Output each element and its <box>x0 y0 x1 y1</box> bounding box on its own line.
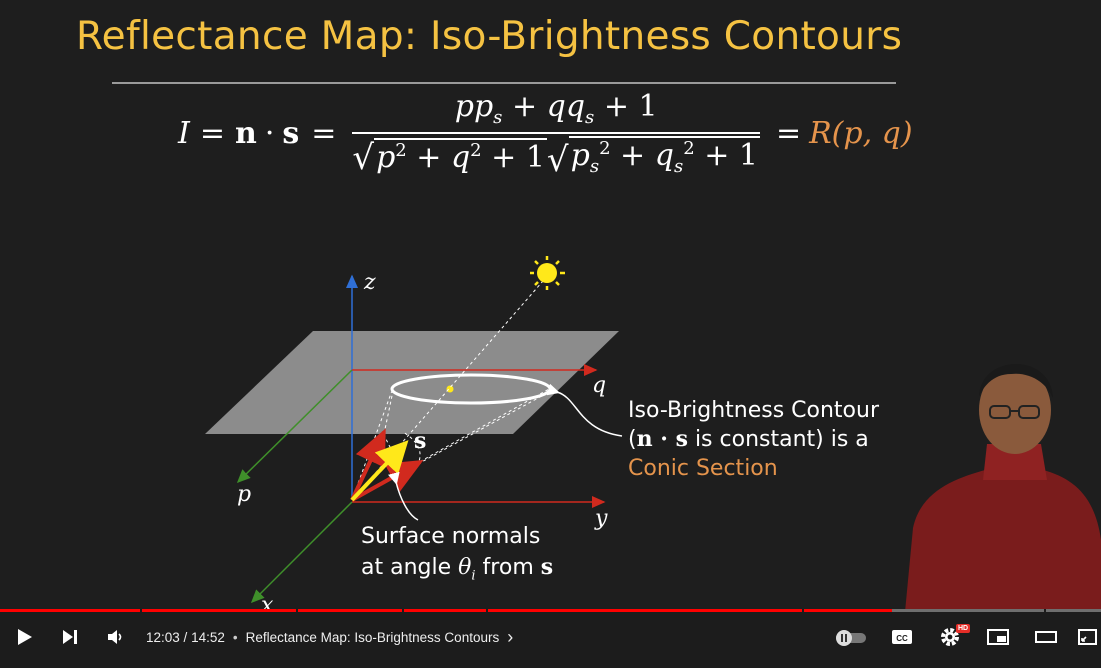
normals-callout-arrow <box>387 471 419 521</box>
theater-icon <box>1035 631 1057 643</box>
normals-label-line2: at angle θi from s <box>361 554 554 584</box>
time-current: 12:03 <box>146 629 180 645</box>
formula-rhs: R(p, q) <box>809 115 913 151</box>
theater-mode-button[interactable] <box>1028 612 1064 662</box>
settings-button[interactable] <box>932 612 968 662</box>
autoplay-toggle[interactable] <box>830 612 870 662</box>
next-button[interactable] <box>52 612 88 662</box>
time-display: 12:03 / 14:52 • Reflectance Map: Iso-Bri… <box>146 612 513 662</box>
progress-played <box>0 609 892 612</box>
chapter-marker <box>402 609 404 612</box>
reflectance-formula: I = n · s = pps + qqs + 1 √ p2 + q2 + 1 √… <box>178 88 913 178</box>
iso-callout-arrow <box>546 383 623 437</box>
volume-button[interactable] <box>98 612 134 662</box>
chapter-marker <box>1044 609 1046 612</box>
chapter-marker <box>296 609 298 612</box>
chevron-right-icon[interactable]: › <box>507 626 514 647</box>
video-frame[interactable]: Reflectance Map: Iso-Brightness Contours… <box>0 0 1101 612</box>
svg-text:CC: CC <box>896 634 908 643</box>
x-axis <box>250 501 353 604</box>
formula-eq-1: = <box>199 115 225 151</box>
play-button[interactable] <box>6 612 42 662</box>
axis-label-x: x <box>261 593 274 612</box>
formula-fraction: pps + qqs + 1 √ p2 + q2 + 1 √ ps2 + qs2 + … <box>352 89 760 177</box>
axis-label-q: q <box>592 373 607 398</box>
formula-s: s <box>282 115 300 151</box>
chapter-marker <box>802 609 804 612</box>
presenter-video <box>905 364 1101 612</box>
formula-eq-2: = <box>311 115 337 151</box>
surface-normals-label: Surface normals at angle θi from s <box>361 522 553 591</box>
formula-numerator: pps + qqs + 1 <box>454 89 658 128</box>
axis-label-p: p <box>237 482 252 507</box>
iso-label-line2: (n · s is constant) is a <box>628 426 869 452</box>
fraction-bar <box>352 132 760 134</box>
captions-button[interactable]: CC <box>884 612 920 662</box>
autoplay-toggle-icon <box>836 630 866 646</box>
title-divider <box>112 82 896 84</box>
volume-icon <box>108 630 122 644</box>
iso-label-line1: Iso-Brightness Contour <box>628 398 879 423</box>
normal-vector-2 <box>351 460 424 502</box>
slide-title: Reflectance Map: Iso-Brightness Contours <box>76 14 903 59</box>
time-total: 14:52 <box>191 629 225 645</box>
iso-brightness-label: Iso-Brightness Contour (n · s is constan… <box>628 396 879 483</box>
fullscreen-icon <box>1078 629 1097 645</box>
time-separator: / <box>179 629 192 645</box>
chapter-dot: • <box>232 629 238 645</box>
image-plane <box>205 331 619 434</box>
gradient-space-diagram <box>205 256 623 604</box>
iso-label-line3: Conic Section <box>628 456 778 481</box>
next-icon <box>63 630 77 644</box>
progress-bar[interactable] <box>0 609 1101 612</box>
formula-denominator: √ p2 + q2 + 1 √ ps2 + qs2 + 1 <box>352 136 760 180</box>
formula-dot: · <box>264 115 275 151</box>
settings-icon <box>941 628 959 646</box>
formula-I: I <box>178 115 190 151</box>
normals-label-line1: Surface normals <box>361 524 541 549</box>
axis-label-z: z <box>364 270 376 295</box>
sun-icon <box>530 256 565 290</box>
chapter-marker <box>140 609 142 612</box>
chapter-marker <box>486 609 488 612</box>
miniplayer-button[interactable] <box>980 612 1016 662</box>
formula-n: n <box>235 115 257 151</box>
source-vector-label: s <box>414 428 427 454</box>
source-point <box>446 385 454 393</box>
chapter-title[interactable]: Reflectance Map: Iso-Brightness Contours <box>245 629 500 645</box>
miniplayer-icon <box>987 629 1009 645</box>
play-icon <box>18 629 32 645</box>
captions-icon: CC <box>892 630 912 644</box>
axis-label-y: y <box>595 506 608 531</box>
player-controls: 12:03 / 14:52 • Reflectance Map: Iso-Bri… <box>0 612 1101 668</box>
source-vector <box>350 440 409 502</box>
fullscreen-button[interactable] <box>1074 612 1101 662</box>
formula-eq-3: = <box>775 115 802 151</box>
p-axis <box>236 369 353 484</box>
hd-badge: HD <box>956 624 971 633</box>
